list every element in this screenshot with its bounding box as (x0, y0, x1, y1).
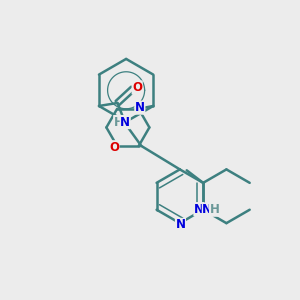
Text: H: H (209, 203, 219, 216)
Text: H: H (114, 116, 124, 129)
Text: N: N (194, 202, 204, 216)
Text: N: N (120, 116, 130, 129)
Text: O: O (132, 81, 142, 94)
Text: N: N (135, 101, 145, 114)
Text: N: N (176, 218, 185, 232)
Text: O: O (109, 141, 119, 154)
Text: N: N (202, 203, 212, 216)
